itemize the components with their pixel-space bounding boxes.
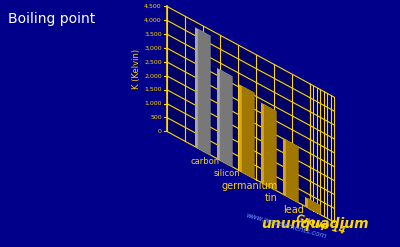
Text: 2,000: 2,000 [144, 73, 162, 78]
Polygon shape [198, 29, 210, 155]
Text: 1,000: 1,000 [144, 101, 162, 106]
Polygon shape [305, 197, 320, 215]
Polygon shape [292, 190, 320, 205]
Text: 4,000: 4,000 [144, 18, 162, 23]
Polygon shape [217, 68, 232, 167]
Text: K (Kelvin): K (Kelvin) [132, 49, 141, 89]
Polygon shape [167, 6, 310, 209]
Text: ununquadium: ununquadium [262, 217, 369, 231]
Polygon shape [283, 138, 298, 203]
Polygon shape [261, 103, 276, 191]
Text: silicon: silicon [214, 169, 241, 178]
Text: carbon: carbon [191, 157, 220, 166]
Text: Boiling point: Boiling point [8, 12, 95, 26]
Text: 2,500: 2,500 [144, 60, 162, 64]
Polygon shape [220, 69, 232, 167]
Polygon shape [195, 27, 210, 155]
Polygon shape [286, 140, 298, 203]
Text: www.webelements.com: www.webelements.com [245, 212, 327, 240]
Text: tin: tin [265, 193, 278, 203]
Text: lead: lead [283, 205, 304, 215]
Text: 3,000: 3,000 [144, 45, 162, 51]
Text: 0: 0 [158, 129, 162, 134]
Polygon shape [204, 61, 232, 76]
Polygon shape [310, 84, 334, 222]
Text: germanium: germanium [221, 181, 278, 191]
Polygon shape [226, 77, 254, 93]
Polygon shape [239, 84, 254, 179]
Text: Group 14: Group 14 [295, 214, 346, 236]
Polygon shape [270, 131, 298, 147]
Polygon shape [242, 86, 254, 179]
Text: 500: 500 [150, 115, 162, 120]
Polygon shape [248, 96, 276, 111]
Text: 1,500: 1,500 [144, 87, 162, 92]
Polygon shape [182, 21, 210, 36]
Text: 3,500: 3,500 [144, 32, 162, 37]
Polygon shape [167, 131, 334, 222]
Polygon shape [308, 198, 320, 215]
Polygon shape [264, 104, 276, 191]
Text: 4,500: 4,500 [144, 4, 162, 9]
